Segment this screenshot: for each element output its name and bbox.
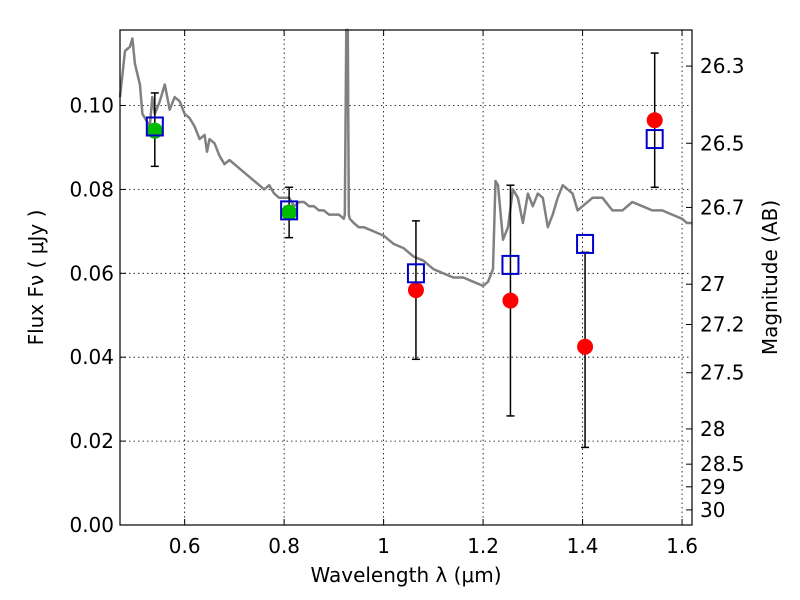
y2-tick-label: 27.5 <box>700 361 745 385</box>
plot-frame <box>119 29 693 526</box>
marker-layer <box>145 112 664 355</box>
model-photometry-square <box>406 263 425 284</box>
red-data-point <box>407 282 424 299</box>
y-tick-label: 0.02 <box>69 429 114 453</box>
y-tick-label: 0.04 <box>69 345 114 369</box>
x-tick-label: 1.6 <box>666 534 698 558</box>
y2-tick-label: 28 <box>700 417 725 441</box>
y2-axis-title: Magnitude (AB) <box>758 200 782 355</box>
x-tick-label: 1.2 <box>467 534 499 558</box>
y2-tick-label: 26.5 <box>700 131 745 155</box>
y2-tick-label: 26.7 <box>700 195 745 219</box>
x-axis-title: Wavelength λ (μm) <box>310 563 501 587</box>
y-tick-label: 0.00 <box>69 513 114 537</box>
y-tick-label: 0.08 <box>69 177 114 201</box>
y-tick-label: 0.06 <box>69 261 114 285</box>
x-tick-label: 1.4 <box>567 534 599 558</box>
x-tick-label: 1 <box>377 534 390 558</box>
model-photometry-square <box>576 233 595 254</box>
y2-tick-label: 27 <box>700 272 725 296</box>
y2-tick-label: 30 <box>700 498 725 522</box>
y2-tick-label: 27.2 <box>700 312 745 336</box>
grid-lines <box>120 30 692 526</box>
red-data-point <box>502 292 519 309</box>
green-data-point <box>281 204 298 221</box>
model-photometry-square <box>501 254 520 275</box>
red-data-point <box>646 112 663 129</box>
tick-layer: 0.6 0.8 1 1.2 1.4 1.6 0.00 0.02 0.04 0.06 0.08 0.10… <box>69 30 745 558</box>
y2-tick-label: 28.5 <box>700 452 745 476</box>
y-tick-label: 0.10 <box>69 94 114 118</box>
y-axis-title: Flux Fν ( μJy ) <box>24 210 48 346</box>
y2-tick-label: 26.3 <box>700 54 745 78</box>
model-photometry-square <box>645 129 664 150</box>
x-tick-label: 0.6 <box>169 534 201 558</box>
y2-tick-label: 29 <box>700 475 725 499</box>
model-photometry-square <box>280 200 299 221</box>
red-data-point <box>577 338 594 355</box>
x-tick-label: 0.8 <box>268 534 300 558</box>
model-photometry-square <box>145 116 164 137</box>
spectrum-line <box>118 28 692 288</box>
spectrum-line-layer <box>118 28 692 288</box>
